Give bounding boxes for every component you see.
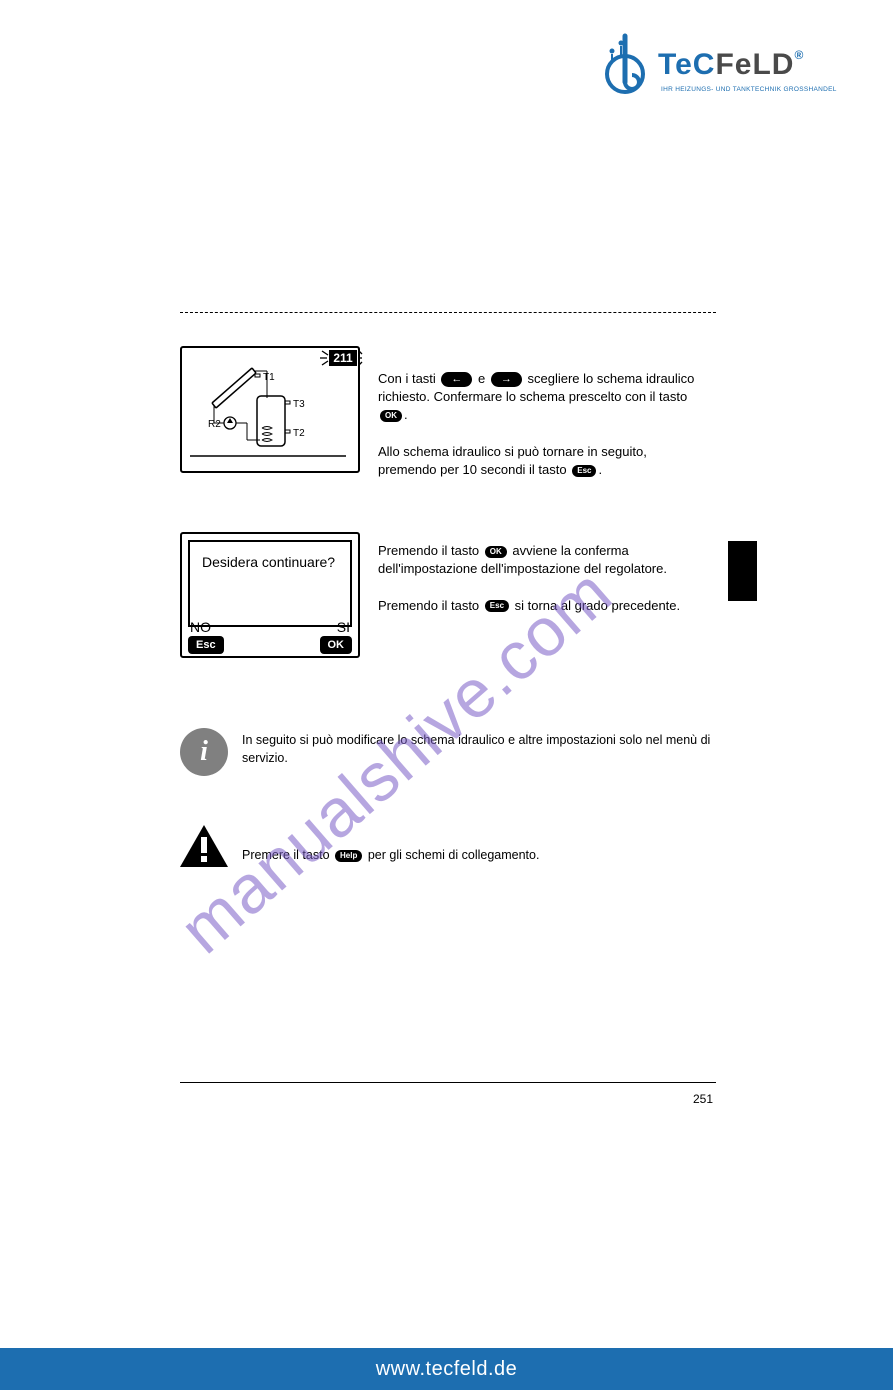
footer-url: www.tecfeld.de [376, 1358, 518, 1381]
svg-text:T2: T2 [293, 428, 305, 439]
logo-brand1: TeC [658, 48, 715, 81]
step-2-text: Con i tasti ← e → scegliere lo schema id… [378, 370, 708, 479]
svg-text:T3: T3 [293, 399, 305, 410]
brand-logo: TeCFeLD® IHR HEIZUNGS- UND TANKTECHNIK G… [598, 30, 838, 100]
page-number: 251 [693, 1092, 713, 1106]
schema-code: 211 [333, 351, 353, 365]
svg-text:T1: T1 [263, 372, 275, 383]
logo-brand2: FeLD [715, 48, 794, 81]
ok-pill: OK [320, 636, 353, 654]
lcd-screen-schema: 211 T1 T3 T2 R2 [180, 346, 360, 473]
ok-button-icon: OK [485, 546, 507, 558]
svg-text:R2: R2 [208, 419, 221, 430]
logo-icon [598, 30, 653, 95]
lcd-screen-confirm: Desidera continuare? NO SI Esc OK [180, 532, 360, 658]
confirm-frame: Desidera continuare? [188, 540, 352, 627]
no-label: NO [190, 619, 211, 635]
logo-text: TeCFeLD® [658, 48, 804, 82]
divider-dashed [180, 312, 716, 313]
divider-solid [180, 1082, 716, 1083]
step-3-text: Premendo il tasto OK avviene la conferma… [378, 542, 708, 615]
logo-reg: ® [794, 48, 804, 62]
sparkle-icon: 211 [315, 346, 363, 370]
help-button-icon: Help [335, 850, 362, 862]
left-arrow-button-icon: ← [441, 372, 472, 387]
esc-pill: Esc [188, 636, 224, 654]
warning-text: Premere il tasto Help per gli schemi di … [242, 847, 712, 865]
info-text: In seguito si può modificare lo schema i… [242, 732, 712, 767]
footer-bar: www.tecfeld.de [0, 1348, 893, 1390]
right-arrow-button-icon: → [491, 372, 522, 387]
side-tab [728, 541, 757, 601]
warning-icon [178, 823, 230, 871]
logo-tagline: IHR HEIZUNGS- UND TANKTECHNIK GROSSHANDE… [661, 86, 837, 93]
esc-button-icon: Esc [485, 600, 509, 612]
esc-button-icon: Esc [572, 465, 596, 477]
info-icon: i [180, 728, 228, 776]
confirm-prompt: Desidera continuare? [202, 554, 335, 570]
si-label: SI [337, 619, 350, 635]
ok-button-icon: OK [380, 410, 402, 422]
